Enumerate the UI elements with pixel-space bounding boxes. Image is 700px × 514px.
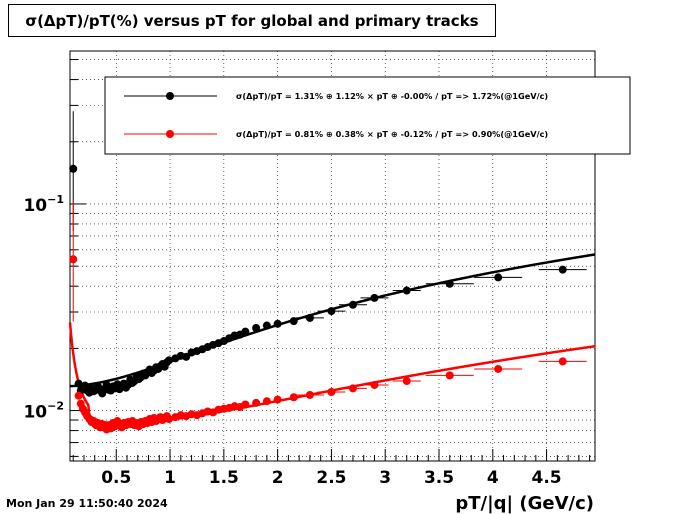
x-tick-label: 4.5 (532, 468, 562, 488)
data-point-series-2 (252, 398, 261, 407)
data-point-series-1 (445, 279, 454, 288)
data-point-series-2 (69, 255, 78, 264)
data-point-series-1 (289, 317, 298, 326)
data-points (69, 111, 587, 434)
data-point-series-1 (348, 300, 357, 309)
data-point-series-2 (289, 393, 298, 402)
legend-entry-1: σ(ΔpT)/pT = 1.31% ⊕ 1.12% × pT ⊕ -0.00% … (236, 91, 548, 101)
fit-curves (68, 253, 596, 425)
data-point-series-1 (273, 319, 282, 328)
data-point-series-1 (558, 265, 567, 274)
legend-entry-2: σ(ΔpT)/pT = 0.81% ⊕ 0.38% × pT ⊕ -0.12% … (236, 129, 548, 139)
data-point-series-1 (370, 293, 379, 302)
data-point-series-2 (241, 400, 250, 409)
data-point-series-2 (273, 395, 282, 404)
data-point-series-2 (164, 415, 173, 424)
data-point-series-1 (182, 352, 191, 361)
x-tick-label: 3.5 (424, 468, 454, 488)
legend: σ(ΔpT)/pT = 1.31% ⊕ 1.12% × pT ⊕ -0.00% … (104, 76, 631, 155)
x-tick-label: 1 (164, 468, 176, 488)
data-point-series-1 (305, 313, 314, 322)
x-tick-label: 4 (487, 468, 499, 488)
x-tick-label: 3 (379, 468, 391, 488)
data-point-series-2 (402, 377, 411, 386)
axes-frame (69, 50, 596, 462)
legend-marker-1 (166, 92, 174, 100)
data-point-series-1 (262, 321, 271, 330)
data-point-series-1 (402, 286, 411, 295)
data-point-series-1 (252, 323, 261, 332)
data-point-series-2 (445, 371, 454, 380)
x-tick-label: 0.5 (101, 468, 131, 488)
data-point-series-2 (494, 364, 503, 373)
y-tick-label: 10−1 (23, 193, 64, 216)
axis-ticks: 0.5 1 1.5 2 2.5 3 3.5 4 4.5 10−2 10−1 (23, 59, 591, 488)
data-point-series-2 (327, 387, 336, 396)
timestamp: Mon Jan 29 11:50:40 2024 (6, 497, 168, 510)
data-point-series-2 (370, 380, 379, 389)
x-tick-label: 1.5 (209, 468, 239, 488)
data-point-series-1 (327, 307, 336, 316)
plot-frame (69, 50, 596, 462)
data-point-series-2 (262, 397, 271, 406)
x-axis-label: pT/|q| (GeV/c) (455, 493, 594, 514)
data-point-series-1 (164, 356, 173, 365)
y-tick-label: 10−2 (23, 400, 64, 423)
legend-box (104, 76, 631, 155)
chart-title: σ(ΔpT)/pT(%) versus pT for global and pr… (8, 4, 496, 37)
x-tick-label: 2.5 (316, 468, 346, 488)
x-tick-label: 2 (272, 468, 284, 488)
data-point-series-1 (241, 327, 250, 336)
data-point-series-2 (558, 357, 567, 366)
data-point-series-2 (74, 391, 83, 400)
data-point-series-2 (348, 384, 357, 393)
legend-marker-2 (166, 130, 174, 138)
data-point-series-2 (305, 390, 314, 399)
data-point-series-1 (69, 164, 78, 173)
data-point-series-1 (494, 273, 503, 282)
